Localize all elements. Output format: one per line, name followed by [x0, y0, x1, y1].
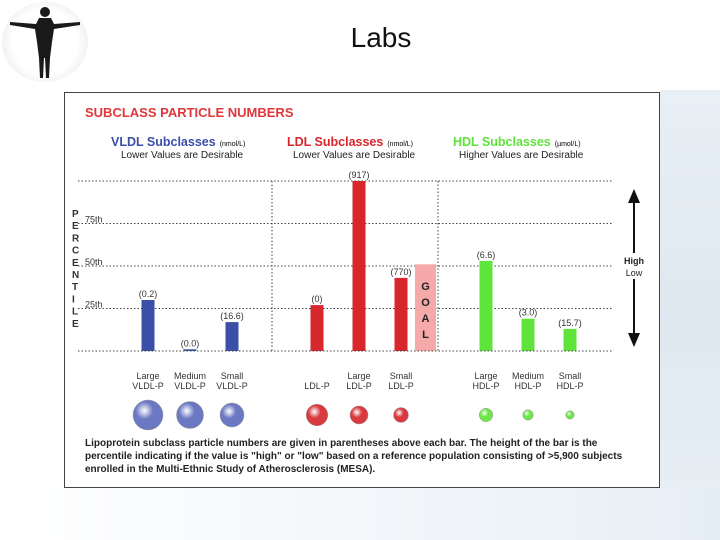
bar-category-label-line2: LDL-P [388, 381, 414, 391]
particle-sphere [349, 405, 369, 425]
background-shade-bottom [0, 488, 720, 540]
y-axis-letter: E [72, 221, 79, 232]
bar-category-label-line2: VLDL-P [174, 381, 206, 391]
bar [310, 305, 324, 351]
vldl-group-title: VLDL Subclasses (nmol/L) [111, 135, 245, 149]
hdl-unit: (µmol/L) [554, 141, 581, 148]
bar-category-label-line2: VLDL-P [132, 381, 164, 391]
bar-value-label: (3.0) [519, 308, 538, 318]
bar [352, 181, 366, 351]
bar-category-label-line1: Medium [512, 371, 544, 381]
bar-value-label: (0) [312, 294, 323, 304]
y-axis-letter: E [72, 258, 79, 269]
bar-category-label-line2: LDL-P [346, 381, 372, 391]
y-axis-letter: L [72, 307, 78, 318]
y-tick-label: 75th [85, 215, 103, 225]
vldl-group-subtitle: Lower Values are Desirable [121, 150, 244, 161]
bar-category-label-line1: Large [474, 371, 497, 381]
bar-value-label: (16.6) [220, 311, 244, 321]
bar-value-label: (6.6) [477, 250, 496, 260]
particle-sphere [393, 407, 409, 423]
ldl-group-subtitle: Lower Values are Desirable [293, 150, 416, 161]
goal-letter: L [422, 329, 429, 341]
y-axis-letter: E [72, 319, 79, 330]
bar-category-label-line1: Large [136, 371, 159, 381]
bar-value-label: (917) [348, 170, 369, 180]
arrow-label-background [621, 253, 647, 279]
y-axis-letter: R [72, 233, 80, 244]
hdl-group-subtitle: Higher Values are Desirable [459, 150, 584, 161]
goal-letter: A [422, 313, 430, 325]
bar-category-label-line2: VLDL-P [216, 381, 248, 391]
bar-category-label-line1: Small [390, 371, 413, 381]
bar-category-label-line2: LDL-P [304, 381, 330, 391]
bar-category-label-line1: Small [221, 371, 244, 381]
bar-value-label: (770) [390, 267, 411, 277]
bar-category-label-line2: HDL-P [472, 381, 499, 391]
bar [183, 349, 197, 351]
hdl-group-title: HDL Subclasses (µmol/L) [453, 135, 581, 149]
bar [225, 322, 239, 351]
bar-value-label: (0.0) [181, 338, 200, 348]
bar-category-label-line1: Medium [174, 371, 206, 381]
y-tick-label: 50th [85, 257, 103, 267]
y-axis-letter: P [72, 209, 79, 220]
y-axis-letter: T [72, 282, 78, 293]
arrow-down-icon [628, 333, 640, 347]
bar [521, 318, 535, 351]
bar-category-label-line2: HDL-P [556, 381, 583, 391]
slide-title: Labs [350, 22, 412, 53]
goal-box [415, 264, 436, 351]
goal-letter: O [421, 297, 430, 309]
vldl-unit: (nmol/L) [219, 141, 246, 148]
bar-category-label-line1: Small [559, 371, 582, 381]
y-axis-letter: N [72, 270, 79, 281]
background-shade-right [660, 90, 720, 540]
bar-value-label: (0.2) [139, 289, 158, 299]
particle-sphere [132, 399, 164, 431]
y-axis-letter: C [72, 246, 79, 257]
bar [479, 260, 493, 351]
particle-sphere [176, 401, 204, 429]
particle-sphere [305, 403, 329, 427]
bar-category-label-line2: HDL-P [514, 381, 541, 391]
y-tick-label: 25th [85, 300, 103, 310]
goal-letter: G [421, 281, 430, 293]
arrow-high-label: High [624, 256, 644, 266]
arrow-up-icon [628, 189, 640, 203]
bar-category-label-line1: Large [347, 371, 370, 381]
ldl-group-name: LDL Subclasses [287, 135, 384, 149]
hdl-group-name: HDL Subclasses [453, 135, 551, 149]
particle-sphere [522, 409, 534, 421]
particle-sphere [565, 410, 575, 420]
particle-sphere [479, 408, 493, 422]
ldl-group-title: LDL Subclasses (nmol/L) [287, 135, 413, 149]
bar-value-label: (15.7) [558, 318, 582, 328]
lab-report-panel: 25th 50th 75th P E R C E N T I L E G O A L (0.2) Large VLDL… [64, 92, 660, 488]
percentile-bar-chart: 25th50th75thPERCENTILEGOAL(0.2)LargeVLDL… [72, 170, 647, 431]
panel-title: SUBCLASS PARTICLE NUMBERS [85, 105, 294, 120]
y-axis-letter: I [72, 294, 75, 305]
human-figure-icon [2, 2, 88, 82]
bar [563, 328, 577, 351]
ldl-unit: (nmol/L) [387, 141, 414, 148]
arrow-low-label: Low [626, 268, 643, 278]
particle-sphere [219, 402, 245, 428]
bar [394, 277, 408, 351]
vldl-group-name: VLDL Subclasses [111, 135, 216, 149]
bar [141, 300, 155, 351]
chart-footnote: Lipoprotein subclass particle numbers ar… [85, 438, 623, 475]
